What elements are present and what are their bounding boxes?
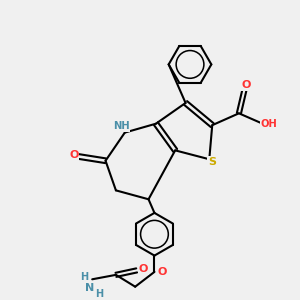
Text: O: O: [242, 80, 251, 90]
Text: NH: NH: [113, 121, 130, 131]
Text: O: O: [157, 267, 167, 277]
Text: H: H: [80, 272, 88, 282]
Text: OH: OH: [261, 119, 278, 129]
Text: H: H: [95, 289, 103, 298]
Text: S: S: [208, 157, 216, 167]
Text: N: N: [85, 283, 94, 293]
Text: O: O: [69, 150, 79, 160]
Text: O: O: [139, 264, 148, 274]
